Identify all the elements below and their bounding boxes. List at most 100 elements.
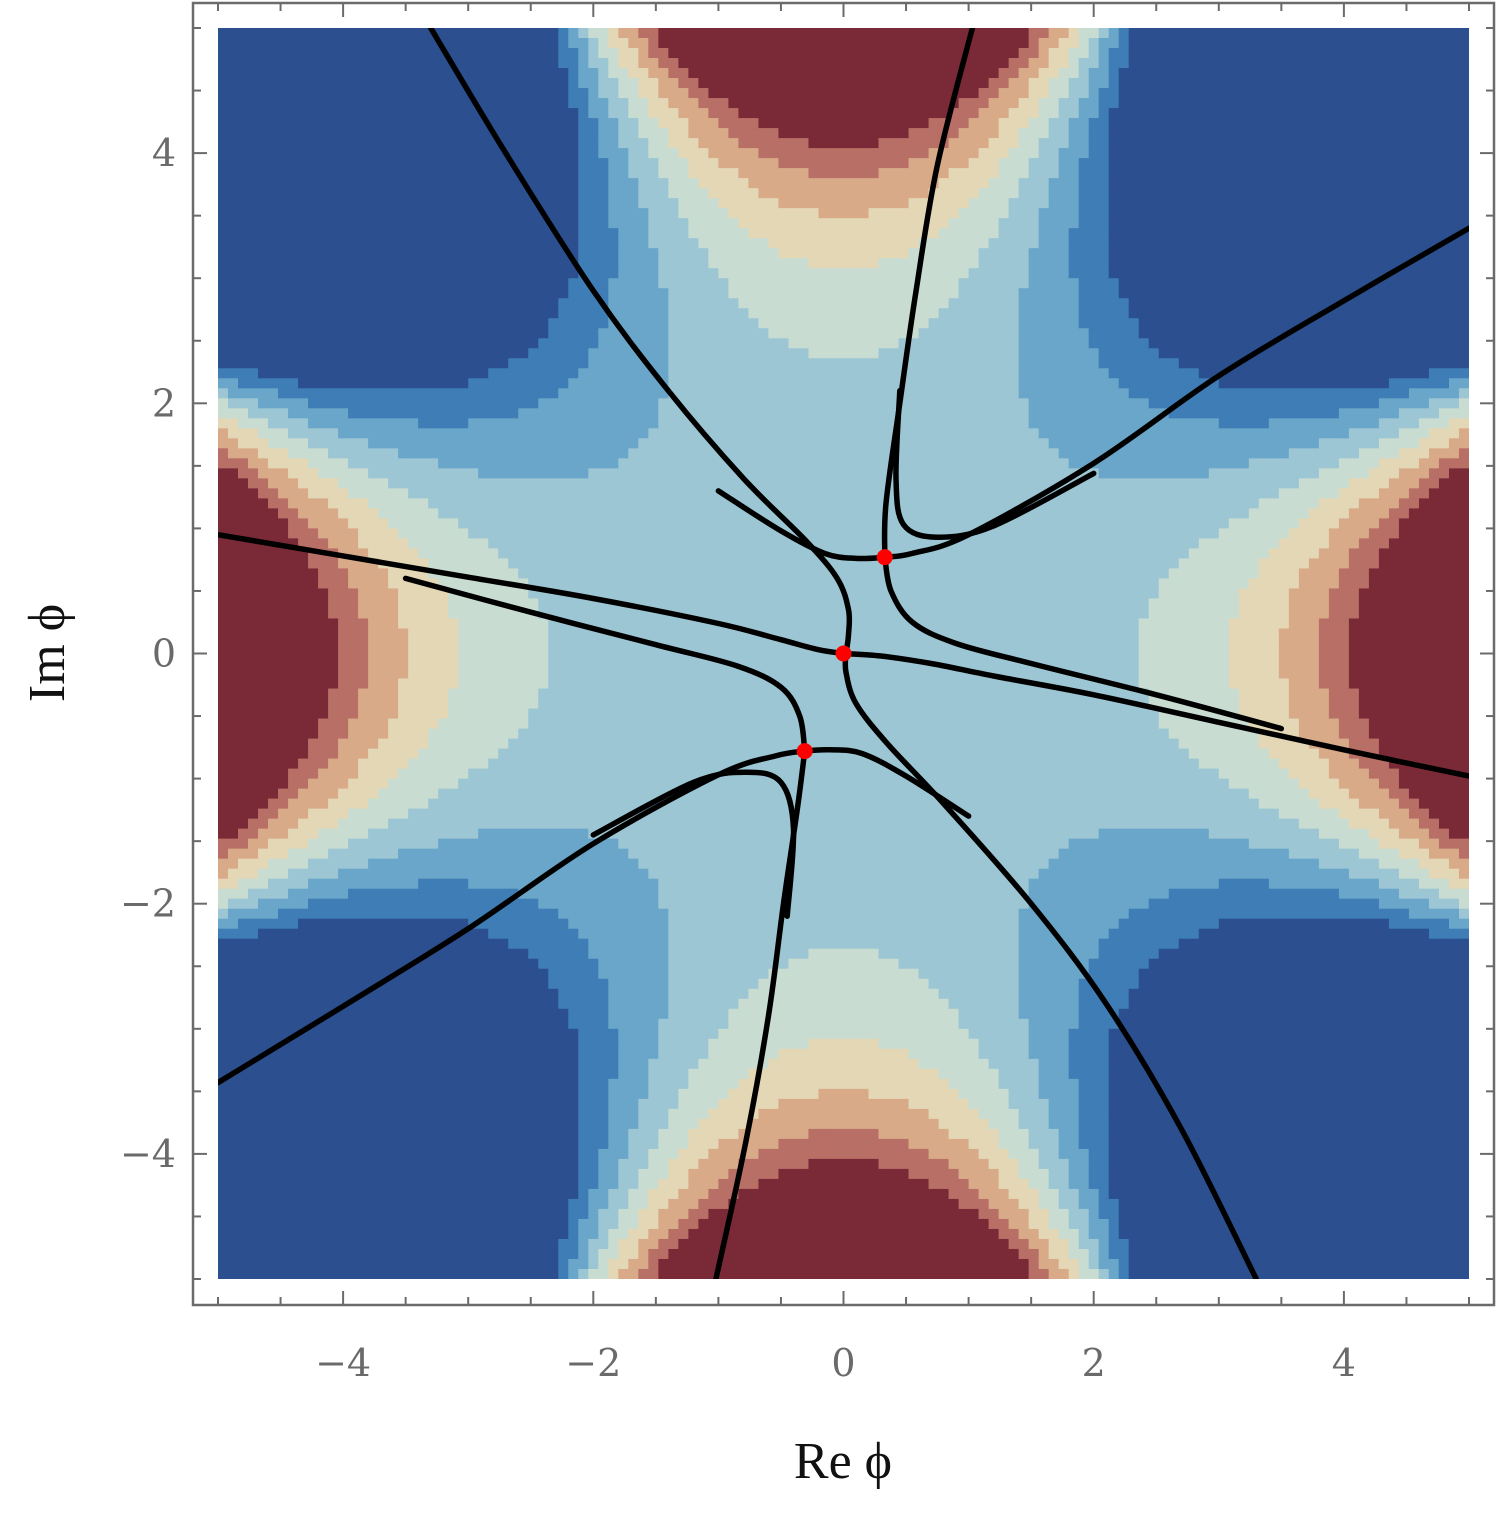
contour-cell (268, 318, 279, 329)
contour-cell (588, 1008, 599, 1020)
contour-cell (308, 1188, 319, 1200)
contour-cell (498, 68, 509, 79)
contour-cell (568, 1208, 579, 1220)
contour-cell (398, 328, 409, 339)
contour-cell (548, 868, 559, 880)
contour-cell (238, 248, 249, 259)
contour-cell (428, 1128, 439, 1140)
contour-cell (418, 688, 429, 700)
contour-cell (218, 408, 229, 419)
contour-cell (468, 708, 479, 720)
contour-cell (248, 1088, 259, 1100)
contour-cell (398, 888, 409, 900)
contour-cell (558, 708, 569, 720)
contour-cell (258, 448, 269, 459)
contour-cell (578, 668, 589, 680)
contour-cell (268, 398, 279, 409)
contour-cell (438, 128, 449, 139)
contour-cell (488, 1178, 499, 1190)
contour-cell (368, 918, 379, 930)
contour-cell (358, 828, 369, 840)
contour-cell (528, 308, 539, 319)
contour-cell (248, 848, 259, 860)
contour-cell (528, 528, 539, 540)
contour-cell (428, 1208, 439, 1220)
contour-cell (528, 688, 539, 700)
contour-cell (368, 1268, 379, 1279)
contour-cell (468, 158, 479, 169)
contour-cell (438, 898, 449, 910)
contour-cell (388, 178, 399, 189)
contour-cell (438, 828, 449, 840)
contour-cell (378, 748, 389, 760)
contour-cell (508, 198, 519, 209)
contour-cell (558, 1268, 569, 1279)
contour-cell (358, 1208, 369, 1220)
contour-cell (448, 548, 459, 560)
contour-cell (218, 1168, 229, 1180)
contour-cell (378, 1198, 389, 1210)
contour-cell (328, 238, 339, 249)
contour-cell (318, 568, 329, 580)
contour-cell (378, 1248, 389, 1260)
contour-cell (358, 568, 369, 580)
contour-cell (488, 1168, 499, 1180)
contour-cell (578, 898, 589, 910)
contour-cell (508, 978, 519, 990)
contour-cell (348, 748, 359, 760)
contour-cell (528, 348, 539, 359)
contour-cell (488, 58, 499, 69)
contour-cell (508, 438, 519, 449)
contour-cell (328, 1138, 339, 1150)
contour-cell (598, 1138, 609, 1150)
contour-cell (278, 1188, 289, 1200)
contour-cell (558, 578, 569, 590)
contour-cell (368, 1198, 379, 1210)
contour-cell (398, 418, 409, 429)
contour-cell (288, 558, 299, 570)
contour-cell (448, 778, 459, 790)
contour-cell (458, 398, 469, 409)
contour-cell (288, 938, 299, 950)
contour-cell (218, 168, 229, 179)
contour-cell (428, 1168, 439, 1180)
contour-cell (248, 958, 259, 970)
contour-cell (318, 738, 329, 750)
contour-cell (438, 238, 449, 249)
contour-cell (438, 278, 449, 289)
contour-cell (518, 318, 529, 329)
contour-cell (568, 448, 579, 459)
contour-cell (508, 728, 519, 740)
contour-cell (298, 228, 309, 239)
contour-cell (318, 888, 329, 900)
contour-cell (418, 1258, 429, 1270)
contour-cell (378, 618, 389, 630)
contour-cell (558, 498, 569, 509)
contour-cell (418, 518, 429, 529)
contour-cell (328, 698, 339, 710)
contour-cell (318, 1068, 329, 1080)
contour-cell (428, 488, 439, 499)
contour-cell (508, 1068, 519, 1080)
contour-cell (328, 738, 339, 750)
contour-cell (268, 488, 279, 499)
contour-cell (528, 518, 539, 529)
contour-cell (468, 188, 479, 199)
contour-cell (248, 1098, 259, 1110)
contour-cell (368, 308, 379, 319)
contour-cell (328, 28, 339, 39)
contour-cell (378, 188, 389, 199)
contour-cell (528, 1208, 539, 1220)
contour-cell (468, 1088, 479, 1100)
contour-cell (488, 408, 499, 419)
contour-cell (508, 1008, 519, 1020)
contour-cell (348, 88, 359, 99)
contour-cell (318, 78, 329, 89)
contour-cell (348, 638, 359, 650)
contour-cell (498, 518, 509, 529)
contour-cell (328, 68, 339, 79)
contour-cell (448, 268, 459, 279)
contour-cell (218, 598, 229, 610)
contour-cell (478, 318, 489, 329)
contour-cell (288, 538, 299, 550)
